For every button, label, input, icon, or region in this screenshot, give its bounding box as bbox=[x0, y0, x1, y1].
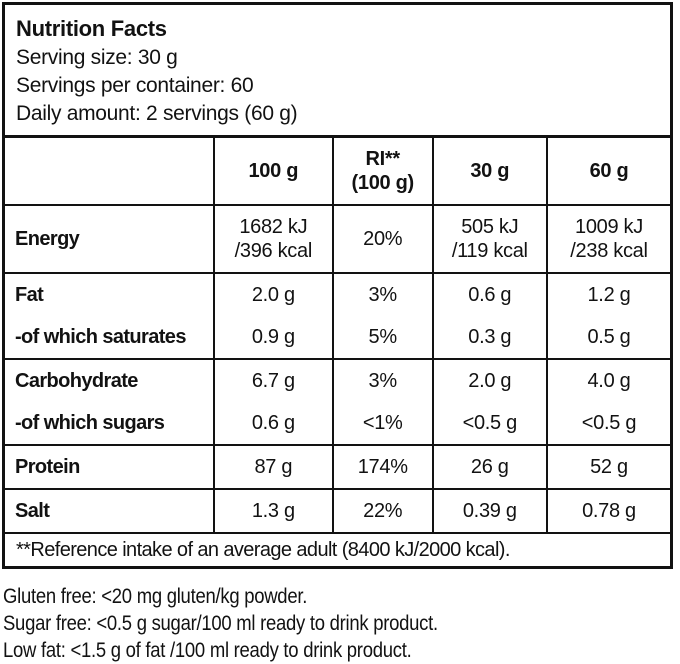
row-label: Carbohydrate bbox=[15, 370, 138, 392]
value-cell: 5% bbox=[331, 316, 433, 360]
value-cell: 0.6 g bbox=[431, 273, 547, 316]
row-label: Fat bbox=[15, 284, 44, 306]
serving-size-line: Serving size: 30 g bbox=[16, 46, 178, 69]
row-label: -of which sugars bbox=[5, 402, 214, 446]
value-cell: 6.7 g bbox=[212, 359, 333, 402]
nutrition-table-body: Energy 1682 kJ /396 kcal 20% 505 kJ /119 kc… bbox=[5, 205, 670, 534]
table-row: Energy 1682 kJ /396 kcal 20% 505 kJ /119 kc… bbox=[5, 205, 670, 274]
claims-section: Gluten free: <20 mg gluten/kg powder. Su… bbox=[3, 583, 680, 664]
nutrition-table-head: 100 g RI** (100 g) 30 g 60 g bbox=[5, 135, 670, 206]
column-header: 100 g bbox=[212, 135, 333, 206]
value-cell: 3% bbox=[331, 273, 433, 316]
servings-per-container-line: Servings per container: 60 bbox=[16, 74, 254, 97]
value-cell: 505 kJ /119 kcal bbox=[431, 205, 547, 274]
nutrition-facts-panel: Nutrition Facts Serving size: 30 g Servi… bbox=[2, 2, 673, 569]
value-cell: 52 g bbox=[545, 445, 670, 490]
header-row: 100 g RI** (100 g) 30 g 60 g bbox=[5, 135, 670, 206]
value-cell: 1.3 g bbox=[212, 489, 333, 534]
daily-amount-line: Daily amount: 2 servings (60 g) bbox=[16, 102, 298, 125]
table-row: -of which sugars 0.6 g <1% <0.5 g <0.5 g bbox=[5, 402, 670, 446]
row-label: Salt bbox=[5, 489, 214, 534]
table-row: Fat 2.0 g 3% 0.6 g 1.2 g bbox=[5, 273, 670, 316]
table-row: Carbohydrate 6.7 g 3% 2.0 g 4.0 g bbox=[5, 359, 670, 402]
row-label: -of which saturates bbox=[5, 316, 214, 360]
claim-low-fat: Low fat: <1.5 g of fat /100 ml ready to … bbox=[3, 639, 412, 662]
value-cell: 1682 kJ /396 kcal bbox=[212, 205, 333, 274]
value-cell: 3% bbox=[331, 359, 433, 402]
row-label: Energy bbox=[5, 205, 214, 274]
nutrition-facts-title: Nutrition Facts bbox=[16, 16, 167, 41]
claim-gluten-free: Gluten free: <20 mg gluten/kg powder. bbox=[3, 585, 308, 608]
value-cell: 0.5 g bbox=[545, 316, 670, 360]
table-row: Protein 87 g 174% 26 g 52 g bbox=[5, 445, 670, 490]
nutrition-table: 100 g RI** (100 g) 30 g 60 g Energy 1682 kJ … bbox=[5, 135, 670, 534]
row-label: Protein bbox=[5, 445, 214, 490]
value-cell: <1% bbox=[331, 402, 433, 446]
table-row: -of which saturates 0.9 g 5% 0.3 g 0.5 g bbox=[5, 316, 670, 360]
value-cell: <0.5 g bbox=[431, 402, 547, 446]
value-cell: 1009 kJ /238 kcal bbox=[545, 205, 670, 274]
value-cell: 20% bbox=[331, 205, 433, 274]
value-cell: 0.9 g bbox=[212, 316, 333, 360]
value-cell: 87 g bbox=[212, 445, 333, 490]
value-cell: 26 g bbox=[431, 445, 547, 490]
claim-sugar-free: Sugar free: <0.5 g sugar/100 ml ready to… bbox=[3, 612, 438, 635]
reference-intake-footnote: **Reference intake of an average adult (… bbox=[16, 539, 510, 561]
value-cell: 1.2 g bbox=[545, 273, 670, 316]
value-cell: 174% bbox=[331, 445, 433, 490]
column-header: 60 g bbox=[545, 135, 670, 206]
value-cell: 22% bbox=[331, 489, 433, 534]
value-cell: 2.0 g bbox=[212, 273, 333, 316]
serving-info-section: Nutrition Facts Serving size: 30 g Servi… bbox=[5, 5, 670, 135]
value-cell: <0.5 g bbox=[545, 402, 670, 446]
column-header: RI** (100 g) bbox=[331, 135, 433, 206]
value-cell: 4.0 g bbox=[545, 359, 670, 402]
value-cell: 0.6 g bbox=[212, 402, 333, 446]
value-cell: 0.78 g bbox=[545, 489, 670, 534]
corner-cell bbox=[5, 135, 214, 206]
table-row: Salt 1.3 g 22% 0.39 g 0.78 g bbox=[5, 489, 670, 534]
value-cell: 0.39 g bbox=[431, 489, 547, 534]
value-cell: 2.0 g bbox=[431, 359, 547, 402]
column-header: 30 g bbox=[431, 135, 547, 206]
value-cell: 0.3 g bbox=[431, 316, 547, 360]
